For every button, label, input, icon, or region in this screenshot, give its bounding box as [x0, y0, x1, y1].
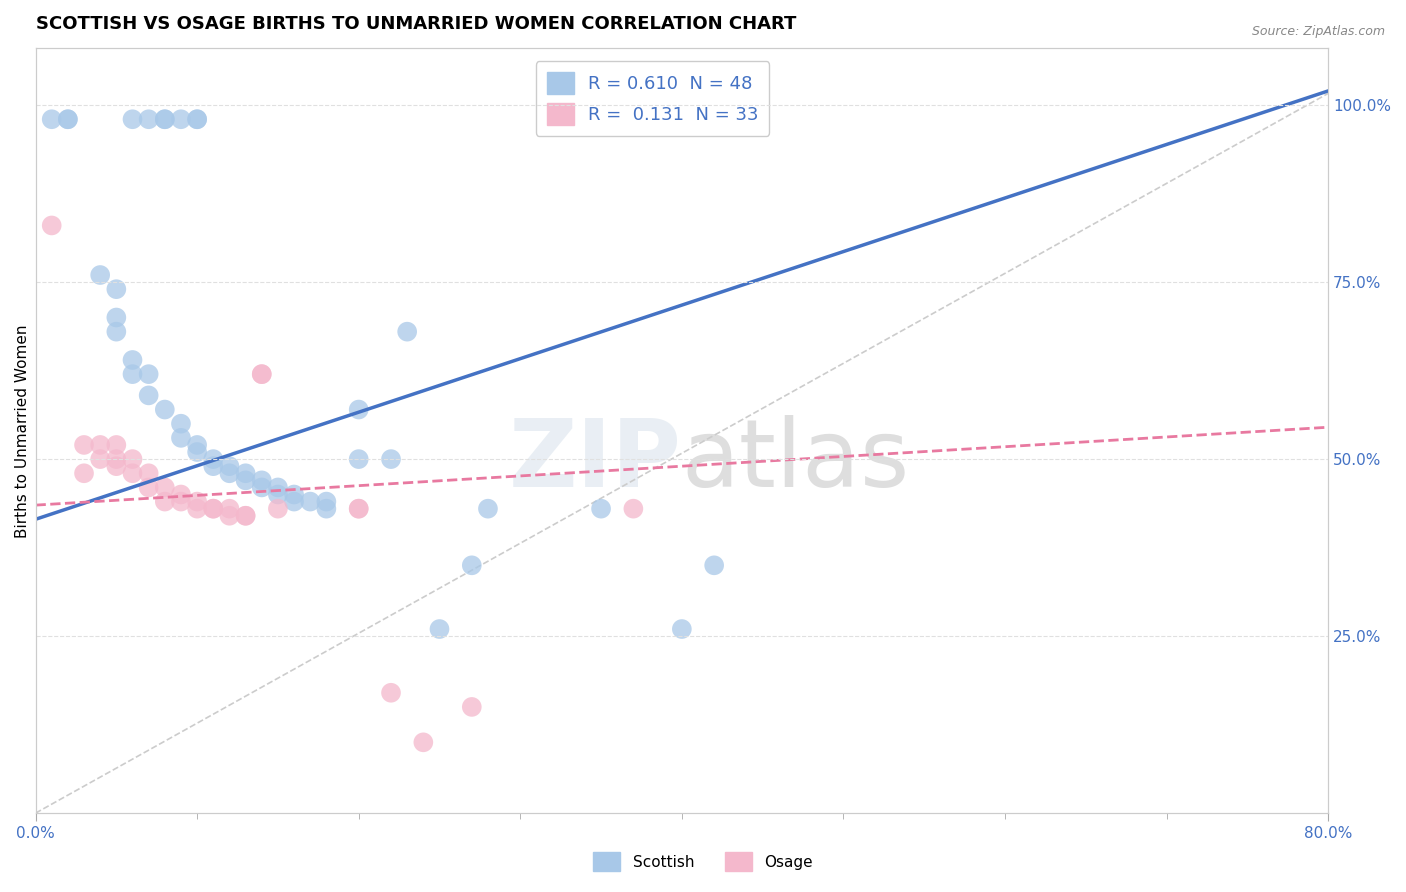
Point	[477, 501, 499, 516]
Point	[461, 700, 484, 714]
Point	[89, 452, 111, 467]
Point	[396, 325, 419, 339]
Text: SCOTTISH VS OSAGE BIRTHS TO UNMARRIED WOMEN CORRELATION CHART: SCOTTISH VS OSAGE BIRTHS TO UNMARRIED WO…	[35, 15, 796, 33]
Point	[283, 494, 305, 508]
Point	[170, 112, 193, 127]
Point	[138, 388, 160, 402]
Point	[347, 501, 370, 516]
Point	[267, 487, 290, 501]
Point	[105, 459, 128, 474]
Point	[380, 452, 402, 467]
Point	[56, 112, 79, 127]
Point	[250, 367, 273, 381]
Point	[105, 325, 128, 339]
Point	[170, 487, 193, 501]
Point	[170, 494, 193, 508]
Point	[347, 501, 370, 516]
Point	[380, 686, 402, 700]
Point	[202, 501, 225, 516]
Point	[56, 112, 79, 127]
Point	[121, 452, 143, 467]
Point	[218, 467, 240, 481]
Point	[235, 508, 257, 523]
Point	[186, 494, 208, 508]
Point	[153, 112, 176, 127]
Point	[186, 445, 208, 459]
Point	[218, 501, 240, 516]
Point	[202, 501, 225, 516]
Point	[105, 438, 128, 452]
Text: atlas: atlas	[682, 416, 910, 508]
Point	[429, 622, 451, 636]
Point	[153, 494, 176, 508]
Point	[235, 508, 257, 523]
Legend: Scottish, Osage: Scottish, Osage	[586, 847, 820, 877]
Point	[121, 467, 143, 481]
Point	[89, 438, 111, 452]
Point	[105, 452, 128, 467]
Point	[153, 402, 176, 417]
Point	[138, 367, 160, 381]
Point	[89, 268, 111, 282]
Point	[267, 480, 290, 494]
Point	[315, 494, 337, 508]
Point	[170, 417, 193, 431]
Point	[202, 452, 225, 467]
Point	[121, 367, 143, 381]
Point	[186, 112, 208, 127]
Point	[250, 480, 273, 494]
Point	[315, 501, 337, 516]
Point	[105, 282, 128, 296]
Legend: R = 0.610  N = 48, R =  0.131  N = 33: R = 0.610 N = 48, R = 0.131 N = 33	[536, 62, 769, 136]
Point	[267, 501, 290, 516]
Point	[250, 474, 273, 488]
Point	[41, 219, 63, 233]
Point	[250, 367, 273, 381]
Point	[41, 112, 63, 127]
Point	[347, 402, 370, 417]
Point	[121, 353, 143, 368]
Point	[73, 467, 96, 481]
Point	[138, 467, 160, 481]
Point	[138, 112, 160, 127]
Point	[703, 558, 725, 573]
Point	[347, 452, 370, 467]
Point	[461, 558, 484, 573]
Point	[202, 459, 225, 474]
Point	[589, 501, 612, 516]
Point	[153, 112, 176, 127]
Point	[153, 480, 176, 494]
Point	[235, 467, 257, 481]
Point	[121, 112, 143, 127]
Point	[671, 622, 693, 636]
Point	[218, 508, 240, 523]
Point	[186, 501, 208, 516]
Point	[73, 438, 96, 452]
Point	[170, 431, 193, 445]
Point	[218, 459, 240, 474]
Point	[186, 112, 208, 127]
Point	[235, 474, 257, 488]
Point	[186, 438, 208, 452]
Point	[138, 480, 160, 494]
Point	[105, 310, 128, 325]
Text: Source: ZipAtlas.com: Source: ZipAtlas.com	[1251, 25, 1385, 38]
Text: ZIP: ZIP	[509, 416, 682, 508]
Point	[621, 501, 644, 516]
Point	[412, 735, 434, 749]
Point	[299, 494, 322, 508]
Point	[283, 487, 305, 501]
Y-axis label: Births to Unmarried Women: Births to Unmarried Women	[15, 324, 30, 538]
